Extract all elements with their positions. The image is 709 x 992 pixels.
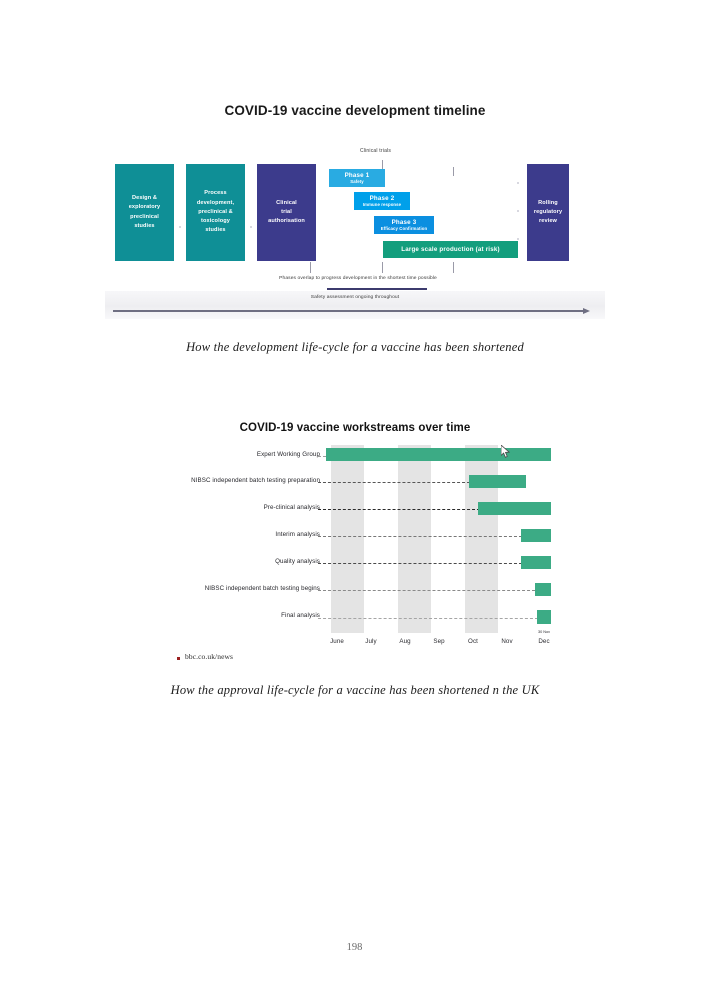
row-label-expert-working-group: Expert Working Group <box>256 451 320 458</box>
tick-mark-phase-end <box>453 167 454 176</box>
bar-interim-analysis <box>521 529 551 542</box>
stage-line: Process <box>204 190 227 197</box>
tick-mark-overlap-end <box>453 262 454 273</box>
stage-line: Design & <box>131 195 158 202</box>
figure-vaccine-development-timeline: COVID-19 vaccine development timeline Cl… <box>105 95 605 335</box>
stage-box-clinical-trial-authorisation: Clinical trial authorisation <box>257 164 316 261</box>
overlap-underline <box>327 288 427 290</box>
row-label-nibsc-batch-testing-preparation: NIBSC independent batch testing preparat… <box>191 477 320 484</box>
stage-line: development, <box>196 199 235 206</box>
gridline-row-3 <box>318 509 480 510</box>
stage-line: regulatory <box>533 208 563 215</box>
bar-quality-analysis <box>521 556 551 569</box>
gridline-row-6 <box>318 590 535 591</box>
safety-timeline-arrow <box>113 310 585 312</box>
figure1-diagram: Clinical trials Design & exploratory pre… <box>105 140 605 335</box>
annotation-30-nov: 30 Nov <box>537 630 551 634</box>
month-band-june-july <box>331 445 364 633</box>
row-label-interim-analysis: Interim analysis <box>275 531 320 538</box>
mouse-cursor-icon <box>501 445 510 458</box>
gridline-row-1 <box>318 456 331 457</box>
decorative-dot <box>517 182 519 184</box>
phase-title: Phase 3 <box>391 218 417 226</box>
figure2-caption: How the approval life-cycle for a vaccin… <box>170 683 540 697</box>
stage-line: exploratory <box>128 204 161 211</box>
figure2-plot-area: Expert Working Group NIBSC independent b… <box>105 395 605 675</box>
phase-subtitle: Efficacy Confirmation <box>380 226 428 232</box>
bar-final-analysis <box>537 610 551 624</box>
decorative-dot <box>517 210 519 212</box>
phase-title: Phase 2 <box>369 194 395 202</box>
stage-box-process-development-preclinical-toxicology-studies: Process development, preclinical & toxic… <box>186 164 245 261</box>
tick-mark-clinical-trials <box>382 160 383 175</box>
row-label-final-analysis: Final analysis <box>281 612 320 619</box>
gridline-row-2 <box>318 482 470 483</box>
figure1-title: COVID-19 vaccine development timeline <box>224 103 486 118</box>
xtick-dec: Dec <box>538 638 550 645</box>
phase-box-phase-3: Phase 3 Efficacy Confirmation <box>374 216 434 234</box>
xtick-june: June <box>330 638 344 645</box>
stage-line: Rolling <box>538 199 558 206</box>
phase-title: Phase 1 <box>344 171 370 179</box>
bullet-marker-icon <box>177 657 180 660</box>
decorative-dot <box>250 226 252 228</box>
phase-box-phase-2: Phase 2 Immune response <box>354 192 410 210</box>
tick-mark-overlap-start <box>310 262 311 273</box>
bar-pre-clinical-analysis <box>478 502 551 515</box>
stage-line: studies <box>205 227 226 234</box>
gridline-row-7 <box>318 618 538 619</box>
stage-line: toxicology <box>201 218 230 225</box>
figure2-title: COVID-19 vaccine workstreams over time <box>239 422 471 434</box>
figure-vaccine-workstreams-chart: COVID-19 vaccine workstreams over time E… <box>105 395 605 675</box>
overlap-note: Phases overlap to progress development i… <box>279 276 437 281</box>
bbc-credit[interactable]: bbc.co.uk/news <box>185 652 234 661</box>
arrow-head-icon <box>583 307 590 314</box>
production-label: Large scale production (at risk) <box>401 246 500 253</box>
decorative-dot <box>517 238 519 240</box>
xtick-nov: Nov <box>501 638 513 645</box>
xtick-july: July <box>365 638 377 645</box>
figure2-x-axis: June July Aug Sep Oct Nov Dec <box>105 638 605 652</box>
stage-line: authorisation <box>268 218 305 225</box>
safety-assessment-band <box>105 291 605 319</box>
page-number: 198 <box>346 942 363 953</box>
bar-expert-working-group <box>326 448 551 461</box>
stage-line: preclinical <box>130 213 159 220</box>
row-label-pre-clinical-analysis: Pre-clinical analysis <box>263 504 320 511</box>
row-label-quality-analysis: Quality analysis <box>275 558 320 565</box>
month-band-aug-sep <box>398 445 431 633</box>
decorative-dot <box>179 226 181 228</box>
stage-line: trial <box>281 208 292 215</box>
gridline-row-4 <box>318 536 522 537</box>
stage-line: Clinical <box>276 199 297 206</box>
xtick-aug: Aug <box>399 638 411 645</box>
bar-nibsc-batch-testing-begins <box>535 583 551 596</box>
stage-box-design-exploratory-preclinical-studies: Design & exploratory preclinical studies <box>115 164 174 261</box>
stage-line: review <box>538 218 557 225</box>
phase-box-phase-1: Phase 1 Safety <box>329 169 385 187</box>
figure1-caption: How the development life-cycle for a vac… <box>186 340 524 354</box>
xtick-sep: Sep <box>433 638 445 645</box>
large-scale-production-box: Large scale production (at risk) <box>383 241 518 258</box>
phase-subtitle: Safety <box>350 179 364 185</box>
xtick-oct: Oct <box>468 638 478 645</box>
phase-subtitle: Immune response <box>362 202 402 208</box>
tick-mark-overlap-mid <box>382 262 383 273</box>
gridline-row-5 <box>318 563 522 564</box>
safety-note: Safety assessment ongoing throughout <box>310 295 400 300</box>
stage-line: studies <box>134 222 155 229</box>
bar-nibsc-batch-testing-preparation <box>469 475 526 488</box>
stage-line: preclinical & <box>198 208 233 215</box>
month-band-oct-nov <box>465 445 498 633</box>
row-label-nibsc-batch-testing-begins: NIBSC independent batch testing begins <box>204 585 320 592</box>
clinical-trials-label: Clinical trials <box>360 148 392 154</box>
stage-box-rolling-regulatory-review: Rolling regulatory review <box>527 164 569 261</box>
